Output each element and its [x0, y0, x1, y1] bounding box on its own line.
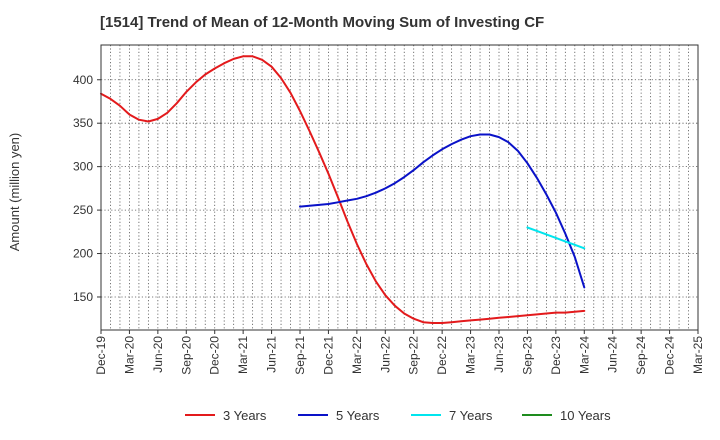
x-tick-label: Jun-24 — [606, 336, 620, 373]
y-tick-label: 350 — [73, 116, 93, 130]
x-tick-label: Dec-21 — [321, 336, 335, 375]
plot-frame — [100, 44, 699, 331]
chart-title: [1514] Trend of Mean of 12-Month Moving … — [100, 14, 544, 31]
legend-label: 3 Years — [223, 408, 267, 423]
y-axis-ticks: 150 200 250 300 350 400 — [73, 73, 101, 304]
x-tick-label: Sep-23 — [520, 336, 534, 375]
series-line-7-years — [526, 226, 586, 250]
x-tick-label: Mar-24 — [577, 336, 591, 374]
x-tick-label: Sep-21 — [293, 336, 307, 375]
y-tick-label: 200 — [73, 247, 93, 261]
series-line-5-years — [299, 133, 586, 289]
x-tick-label: Dec-20 — [208, 336, 222, 375]
y-tick-label: 300 — [73, 160, 93, 174]
x-tick-label: Sep-22 — [407, 336, 421, 375]
x-axis-ticks: Dec-19 Mar-20 Jun-20 Sep-20 Dec-20 Mar-21 Jun-… — [94, 330, 705, 375]
x-tick-label: Mar-25 — [691, 336, 705, 374]
x-tick-label: Mar-21 — [236, 336, 250, 374]
x-tick-label: Mar-23 — [464, 336, 478, 374]
y-tick-label: 150 — [73, 290, 93, 304]
y-tick-label: 400 — [73, 73, 93, 87]
x-tick-label: Sep-24 — [634, 336, 648, 375]
x-tick-label: Mar-22 — [350, 336, 364, 374]
x-tick-label: Dec-22 — [435, 336, 449, 375]
legend: 3 Years 5 Years 7 Years 10 Years — [185, 408, 611, 423]
series-line-3-years — [100, 55, 586, 324]
legend-label: 7 Years — [449, 408, 493, 423]
y-tick-label: 250 — [73, 203, 93, 217]
x-tick-label: Dec-24 — [663, 336, 677, 375]
x-tick-label: Jun-23 — [492, 336, 506, 373]
legend-label: 10 Years — [560, 408, 611, 423]
series-lines — [100, 55, 586, 324]
legend-label: 5 Years — [336, 408, 380, 423]
x-tick-label: Jun-21 — [265, 336, 279, 373]
x-tick-label: Jun-20 — [151, 336, 165, 373]
x-tick-label: Sep-20 — [179, 336, 193, 375]
y-axis-title: Amount (million yen) — [7, 133, 22, 252]
x-tick-label: Dec-23 — [549, 336, 563, 375]
x-tick-label: Dec-19 — [94, 336, 108, 375]
x-tick-label: Jun-22 — [378, 336, 392, 373]
x-tick-label: Mar-20 — [122, 336, 136, 374]
